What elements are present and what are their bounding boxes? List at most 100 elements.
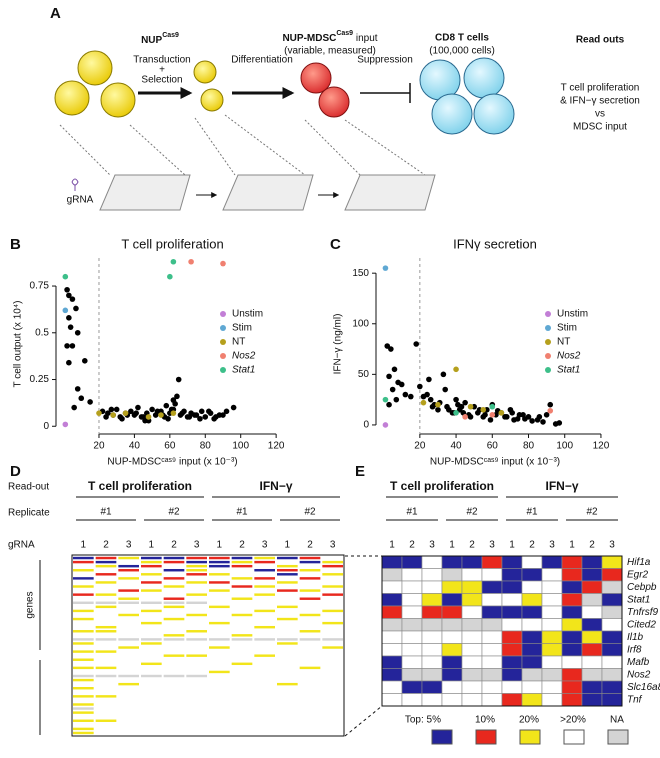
point [103, 414, 109, 420]
heatmap-cell [118, 593, 139, 596]
heatmap-cell [322, 723, 343, 727]
point [82, 358, 88, 364]
legend-marker [545, 339, 551, 345]
heatmap-cell [277, 577, 298, 580]
heatmap-cell [231, 569, 253, 572]
heatmap-cell [381, 655, 403, 669]
point [498, 410, 505, 416]
point [170, 258, 177, 265]
heatmap-cell [209, 634, 230, 637]
heatmap-cell [299, 585, 321, 588]
heatmap-cell [209, 621, 230, 625]
x-axis-label: NUP-MDSCᶜᵃˢ⁹ input (x 10⁻³) [107, 457, 237, 468]
heatmap-cell [381, 630, 403, 644]
heatmap-cell [95, 703, 117, 706]
heatmap-cell [254, 589, 275, 592]
heatmap-cell [401, 693, 423, 707]
heatmap-cell [95, 646, 117, 649]
heatmap-cell [322, 719, 343, 722]
heatmap-cell [299, 593, 321, 596]
heatmap-cell [254, 593, 275, 596]
panel-label: C [330, 236, 341, 253]
point [427, 396, 434, 403]
heatmap-cell [141, 711, 162, 714]
heatmap-cell [322, 699, 343, 702]
heatmap-cell [95, 723, 117, 727]
label: (variable, measured) [284, 46, 376, 57]
heatmap-cell [581, 568, 603, 582]
heatmap-cell [521, 618, 543, 632]
heatmap-cell [541, 555, 563, 569]
heatmap-cell [95, 682, 117, 686]
grna-header: 1 [569, 540, 575, 551]
plate [99, 174, 191, 211]
legend-label: Stat1 [232, 365, 255, 376]
heatmap-cell [254, 573, 275, 576]
heatmap-cell [73, 581, 94, 584]
legend-label: Stim [232, 323, 252, 334]
heatmap-cell [163, 666, 185, 670]
heatmap-cell [401, 630, 423, 644]
heatmap-cell [118, 630, 139, 633]
heatmap-cell [277, 666, 298, 670]
heatmap-cell [421, 643, 443, 657]
point [509, 410, 516, 416]
point [220, 260, 226, 267]
label: NUPCas9 [141, 32, 179, 46]
point [480, 406, 487, 413]
heatmap-cell [601, 680, 623, 694]
point [66, 359, 72, 366]
grna-header: 2 [589, 540, 595, 551]
heatmap-cell [299, 723, 321, 727]
heatmap-cell [186, 707, 207, 710]
heatmap-cell [254, 630, 275, 633]
heatmap-cell [118, 613, 139, 617]
heatmap-cell [231, 589, 253, 592]
readout-line: MDSC input [573, 122, 627, 133]
heatmap-cell [277, 613, 298, 617]
heatmap-cell [254, 613, 275, 617]
point [398, 381, 405, 388]
heatmap-cell [141, 650, 162, 653]
heatmap-cell [231, 634, 253, 637]
point [525, 414, 532, 420]
heatmap-cell [601, 568, 623, 582]
x-axis-label: NUP-MDSCᶜᵃˢ⁹ input (x 10⁻³) [430, 457, 560, 468]
heatmap-cell [163, 564, 185, 568]
heatmap-cell [118, 674, 139, 678]
heatmap-cell [118, 634, 139, 637]
heatmap-cell [163, 581, 185, 584]
heatmap-cell [421, 655, 443, 669]
heatmap-cell [141, 670, 162, 674]
y-axis-label: T cell output (x 10⁴) [13, 301, 24, 388]
heatmap-cell [601, 655, 623, 669]
heatmap-cell [186, 723, 207, 727]
heatmap-cell [231, 695, 253, 698]
heatmap-cell [561, 568, 583, 582]
heatmap-cell [73, 630, 94, 633]
legend-marker [545, 311, 551, 317]
heatmap-cell [277, 634, 298, 637]
heatmap-cell [186, 662, 207, 666]
point [149, 406, 155, 413]
heatmap-cell [299, 589, 321, 592]
point [489, 403, 496, 410]
heatmap-cell [521, 668, 543, 682]
heatmap-cell [501, 680, 523, 694]
heatmap-cell [561, 580, 583, 594]
heatmap-cell [254, 564, 275, 568]
point [213, 414, 219, 420]
heatmap-cell [231, 621, 253, 625]
guide-lines [59, 114, 426, 176]
heatmap-cell [186, 581, 207, 584]
heatmap-cell [73, 646, 94, 649]
heatmap-cell [95, 699, 117, 702]
plate [222, 174, 314, 211]
heatmap-cell [381, 680, 403, 694]
heatmap-cell [209, 662, 230, 666]
heatmap-cell [186, 691, 207, 694]
heatmap-cell [254, 715, 275, 718]
legend-marker [545, 367, 551, 373]
heatmap-cell [163, 658, 185, 661]
heatmap-cell [95, 695, 117, 698]
